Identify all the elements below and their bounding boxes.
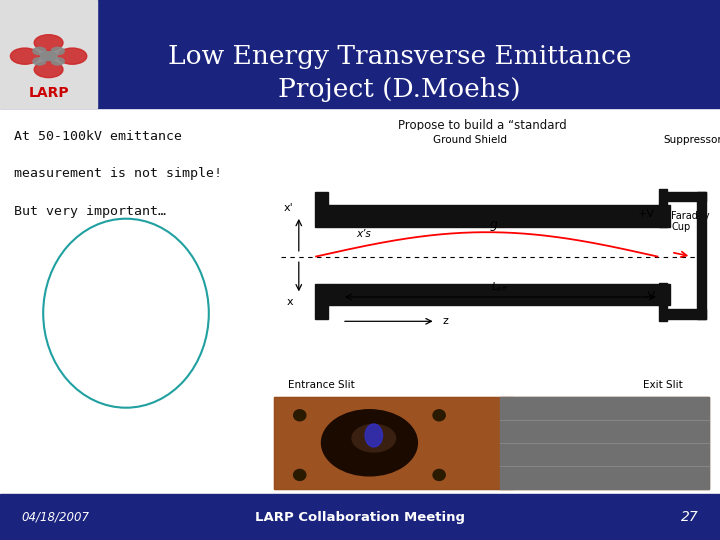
Text: +V: +V <box>638 209 655 219</box>
Text: 27: 27 <box>680 510 698 524</box>
Ellipse shape <box>433 410 445 421</box>
Bar <box>274 130 709 394</box>
Ellipse shape <box>11 48 40 64</box>
Ellipse shape <box>33 48 46 55</box>
Text: -V: -V <box>644 292 655 301</box>
Ellipse shape <box>51 58 64 65</box>
Bar <box>328 284 670 305</box>
Text: Low Energy Transverse Emittance: Low Energy Transverse Emittance <box>168 44 631 69</box>
Ellipse shape <box>365 424 382 447</box>
Ellipse shape <box>433 469 445 481</box>
Bar <box>274 397 513 489</box>
Text: Entrance Slit: Entrance Slit <box>288 380 354 390</box>
Bar <box>667 309 706 319</box>
Text: LARP Collaboration Meeting: LARP Collaboration Meeting <box>255 510 465 524</box>
Text: Propose to build a “standard: Propose to build a “standard <box>398 119 567 132</box>
Ellipse shape <box>352 424 395 452</box>
Bar <box>315 192 328 227</box>
Ellipse shape <box>322 410 418 476</box>
Ellipse shape <box>294 410 306 421</box>
Ellipse shape <box>33 58 46 65</box>
Bar <box>500 397 709 489</box>
Text: Ground Shield: Ground Shield <box>433 135 507 145</box>
Ellipse shape <box>294 469 306 481</box>
Text: Faraday
Cup: Faraday Cup <box>671 211 710 232</box>
Text: 04/18/2007: 04/18/2007 <box>22 510 89 524</box>
Ellipse shape <box>40 52 57 60</box>
Text: Project (D.Moehs): Project (D.Moehs) <box>279 77 521 102</box>
Text: z: z <box>443 316 449 326</box>
Text: But very important…: But very important… <box>14 205 166 218</box>
Text: $L_{eff}$: $L_{eff}$ <box>491 280 510 294</box>
Text: g: g <box>490 218 498 231</box>
Text: Suppressor: Suppressor <box>663 135 720 145</box>
Bar <box>0 494 720 540</box>
Text: measurement is not simple!: measurement is not simple! <box>14 167 222 180</box>
Ellipse shape <box>51 48 64 55</box>
Bar <box>0 0 720 108</box>
Text: x: x <box>287 297 293 307</box>
Bar <box>659 284 667 321</box>
Text: Exit Slit: Exit Slit <box>643 380 683 390</box>
Text: x': x' <box>283 203 293 213</box>
Text: LARP: LARP <box>28 86 69 100</box>
Ellipse shape <box>35 35 63 51</box>
Bar <box>0 0 97 108</box>
Text: At 50-100kV emittance: At 50-100kV emittance <box>14 130 182 143</box>
Bar <box>274 397 709 489</box>
Bar <box>328 205 670 227</box>
Bar <box>315 284 328 319</box>
Bar <box>697 192 706 319</box>
Bar <box>659 189 667 227</box>
Ellipse shape <box>35 62 63 78</box>
Ellipse shape <box>58 48 87 64</box>
Text: x’s: x’s <box>356 229 371 239</box>
Bar <box>667 192 706 201</box>
Text: candle”: candle” <box>459 146 505 159</box>
